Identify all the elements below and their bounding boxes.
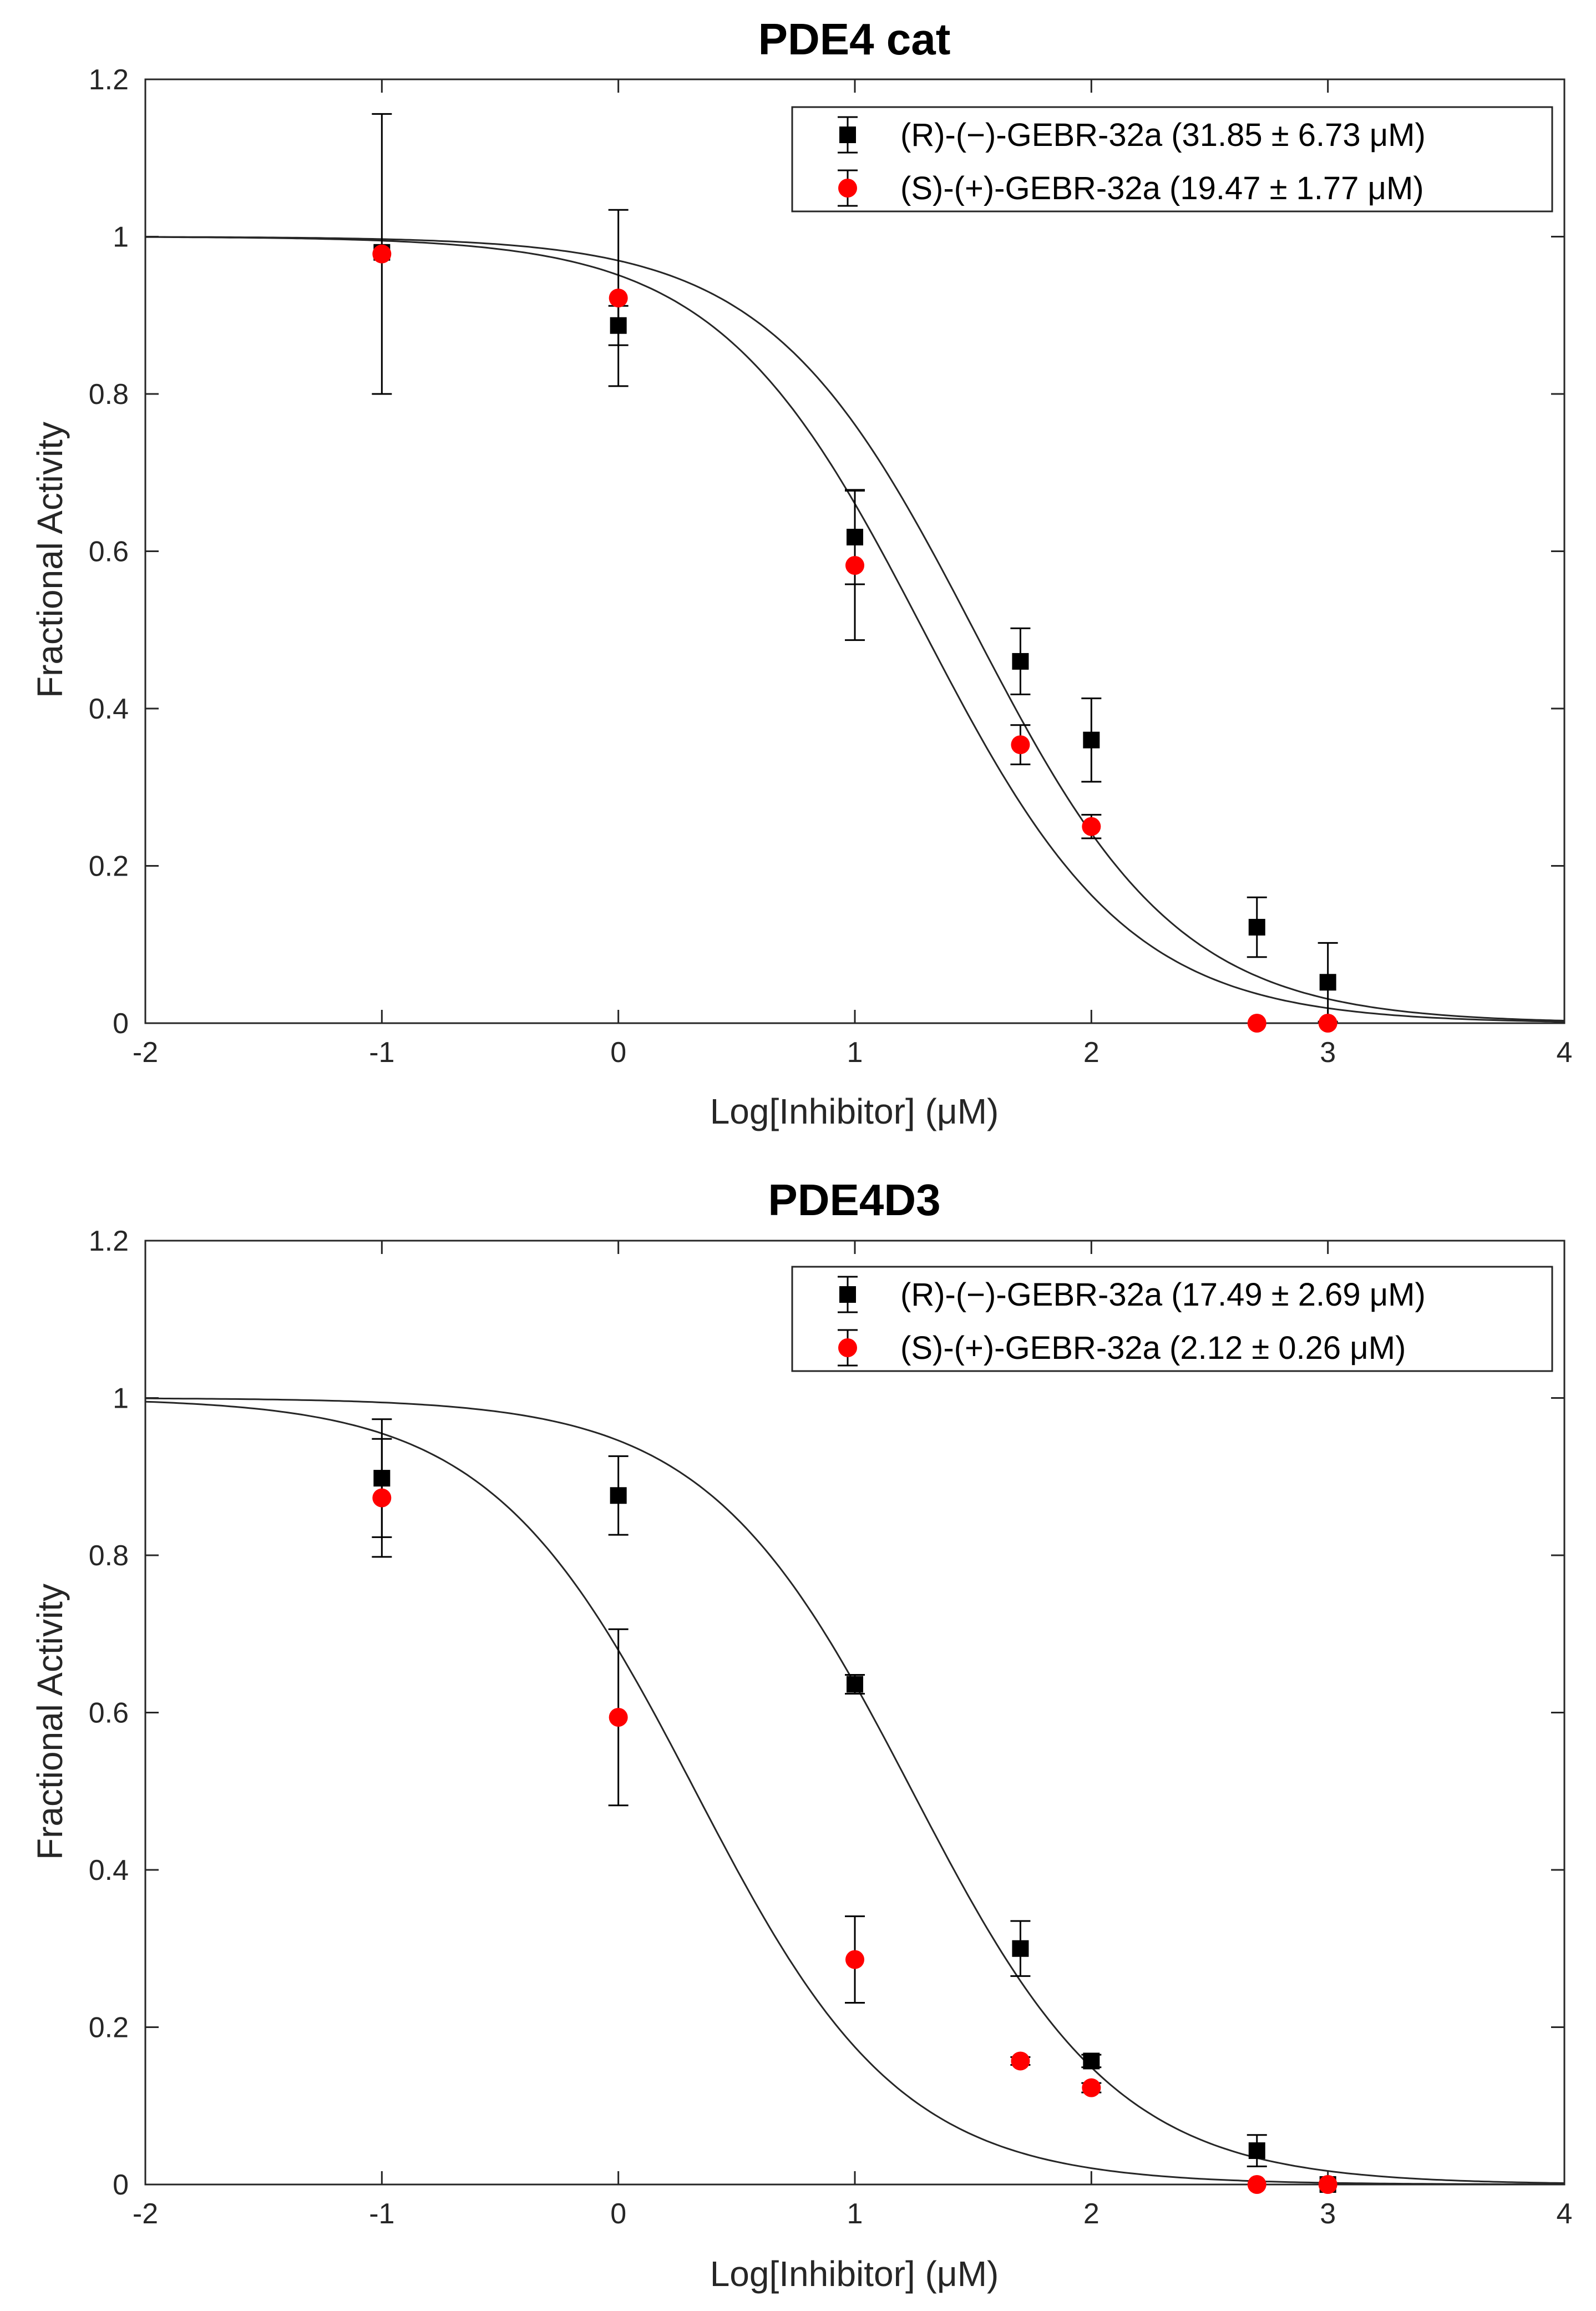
x-tick-label: 1 [847, 2198, 863, 2230]
legend-marker-circle [838, 179, 857, 198]
legend-label: (S)-(+)-GEBR-32a (2.12 ± 0.26 μM) [900, 1330, 1406, 1366]
data-point-square [1012, 653, 1029, 670]
y-tick-label: 1.2 [89, 64, 129, 96]
data-point-circle [1318, 2175, 1337, 2194]
data-point-circle [1011, 2051, 1030, 2071]
data-point-circle [845, 1950, 864, 1969]
y-axis-label: Fractional Activity [30, 422, 70, 698]
y-axis-label: Fractional Activity [30, 1584, 70, 1860]
data-point-circle [372, 1488, 392, 1508]
chart-pde4d3: PDE4D3 Log[Inhibitor] (μM) Fractional Ac… [30, 1175, 1572, 2294]
data-point-circle [1082, 2078, 1101, 2097]
y-tick-label: 1 [113, 221, 129, 254]
legend-label: (R)-(−)-GEBR-32a (31.85 ± 6.73 μM) [900, 117, 1426, 153]
x-tick-label: 2 [1083, 2198, 1100, 2230]
data-point-circle [1318, 1014, 1337, 1033]
y-tick-label: 0.8 [89, 1540, 129, 1572]
x-tick-label: 0 [610, 1036, 626, 1069]
chart-pde4-cat: PDE4 cat Log[Inhibitor] (μM) Fractional … [30, 14, 1572, 1131]
x-tick-label: -2 [133, 2198, 158, 2230]
legend-box [791, 106, 1553, 213]
x-tick-label: 3 [1320, 2198, 1336, 2230]
x-tick-label: 0 [610, 2198, 626, 2230]
data-point-circle [609, 289, 628, 308]
y-tick-label: 0.8 [89, 378, 129, 411]
y-tick-label: 1.2 [89, 1225, 129, 1257]
data-point-circle [372, 244, 392, 264]
y-tick-label: 0.6 [89, 536, 129, 568]
data-point-circle [1247, 2175, 1266, 2194]
legend-box [791, 1266, 1553, 1372]
data-point-square [1248, 919, 1265, 936]
y-tick-label: 0 [113, 2169, 129, 2201]
data-point-circle [1082, 817, 1101, 836]
x-axis-label: Log[Inhibitor] (μM) [710, 1091, 999, 1131]
x-tick-label: 4 [1557, 1036, 1573, 1069]
x-tick-label: 2 [1083, 1036, 1100, 1069]
y-tick-label: 0.2 [89, 2012, 129, 2044]
x-tick-label: -2 [133, 1036, 158, 1069]
legend-marker-circle [838, 1338, 857, 1357]
chart-title: PDE4D3 [768, 1175, 940, 1225]
plot-area [144, 1240, 1565, 2186]
data-point-square [1083, 2052, 1100, 2070]
legend-marker-square [839, 1286, 856, 1303]
y-tick-label: 0 [113, 1008, 129, 1040]
data-point-circle [1011, 735, 1030, 755]
x-axis-label: Log[Inhibitor] (μM) [710, 2254, 999, 2294]
x-tick-label: 4 [1557, 2198, 1573, 2230]
data-point-square [1319, 974, 1336, 991]
data-point-circle [609, 1708, 628, 1727]
x-tick-label: 1 [847, 1036, 863, 1069]
x-tick-label: 3 [1320, 1036, 1336, 1069]
y-tick-label: 0.4 [89, 1854, 129, 1887]
data-point-square [1083, 731, 1100, 749]
data-point-circle [845, 556, 864, 575]
x-tick-label: -1 [369, 1036, 394, 1069]
data-point-square [1012, 1940, 1029, 1957]
data-point-square [1248, 2142, 1265, 2160]
data-point-square [847, 1676, 863, 1693]
y-tick-label: 0.6 [89, 1697, 129, 1730]
legend-marker-square [839, 127, 856, 143]
y-tick-label: 1 [113, 1383, 129, 1415]
legend-label: (S)-(+)-GEBR-32a (19.47 ± 1.77 μM) [900, 170, 1424, 206]
legend-label: (R)-(−)-GEBR-32a (17.49 ± 2.69 μM) [900, 1277, 1426, 1313]
chart-title: PDE4 cat [758, 14, 951, 64]
y-tick-label: 0.4 [89, 693, 129, 725]
data-point-square [610, 1487, 627, 1504]
x-tick-label: -1 [369, 2198, 394, 2230]
y-tick-label: 0.2 [89, 851, 129, 883]
data-point-circle [1247, 1014, 1266, 1033]
